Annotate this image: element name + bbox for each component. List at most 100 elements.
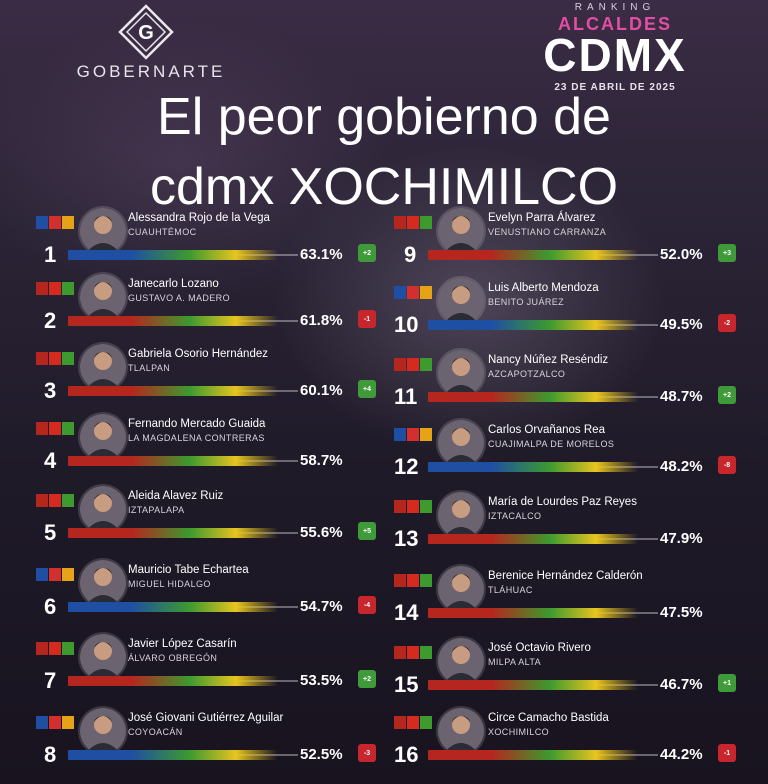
party-logo-icon [420,716,432,729]
borough-name: AZCAPOTZALCO [488,369,566,379]
party-logo-icon [62,216,74,229]
borough-name: CUAJIMALPA DE MORELOS [488,439,615,449]
party-logo-icon [36,422,48,435]
borough-name: MILPA ALTA [488,657,542,667]
candidate-photo [78,558,128,608]
ranking-card: Berenice Hernández Calderón TLÁHUAC 14 47.5… [388,564,738,628]
rank-number: 11 [394,384,418,409]
party-logo-icon [49,216,61,229]
ranking-title: CDMX [543,29,687,81]
borough-name: COYOACÁN [128,727,183,737]
headline-line-1: El peor gobierno de [157,88,611,146]
rank-number: 8 [44,742,57,767]
party-logo-icon [49,568,61,581]
party-logo-icon [62,568,74,581]
party-logo-icon [394,286,406,299]
rank-up-badge: +5 [358,522,376,540]
ranking-card: Circe Camacho Bastida XOCHIMILCO 16 44.2% -1 [388,706,738,770]
candidate-name: José Octavio Rivero [488,642,591,654]
party-logo-icon [420,574,432,587]
candidate-photo [436,706,486,756]
party-logos [36,568,74,581]
party-logos [36,494,74,507]
candidate-photo [78,342,128,392]
candidate-photo [78,412,128,462]
borough-name: MIGUEL HIDALGO [128,579,211,589]
candidate-photo [436,636,486,686]
gobernarte-logo: G GOBERNARTE [56,2,246,82]
party-logos [394,286,432,299]
candidate-name: Carlos Orvañanos Rea [488,424,605,436]
rank-down-badge: -3 [358,744,376,762]
borough-name: ÁLVARO OBREGÓN [128,653,218,663]
candidate-name: José Giovani Gutiérrez Aguilar [128,712,284,724]
score-bar [428,534,638,544]
party-logos [36,716,74,729]
party-logo-icon [420,428,432,441]
party-logo-icon [407,286,419,299]
candidate-photo [436,418,486,468]
approval-percent: 49.5% [660,316,703,333]
party-logos [394,428,432,441]
approval-percent: 63.1% [300,246,343,263]
party-logo-icon [407,358,419,371]
party-logo-icon [407,716,419,729]
candidate-photo [78,484,128,534]
ranking-card: Javier López Casarín ÁLVARO OBREGÓN 7 53.5%… [28,632,378,696]
score-bar [68,316,278,326]
party-logo-icon [394,500,406,513]
ranking-card: María de Lourdes Paz Reyes IZTACALCO 13 47.… [388,490,738,554]
approval-percent: 52.5% [300,746,343,763]
party-logo-icon [420,358,432,371]
rank-number: 14 [394,600,419,625]
rank-up-badge: +3 [718,244,736,262]
borough-name: GUSTAVO A. MADERO [128,293,230,303]
rank-number: 9 [404,242,417,267]
party-logos [394,500,432,513]
rank-number: 3 [44,378,57,403]
score-bar [428,680,638,690]
candidate-name: Circe Camacho Bastida [488,712,609,724]
ranking-card: Evelyn Parra Álvarez VENUSTIANO CARRANZA 9… [388,206,738,270]
party-logo-icon [49,352,61,365]
rank-up-badge: +2 [358,244,376,262]
party-logo-icon [407,428,419,441]
party-logo-icon [420,500,432,513]
candidate-name: Gabriela Osorio Hernández [128,348,268,360]
candidate-photo [78,206,128,256]
candidate-photo [78,272,128,322]
borough-name: BENITO JUÁREZ [488,297,565,307]
party-logo-icon [62,642,74,655]
party-logos [394,716,432,729]
approval-percent: 60.1% [300,382,343,399]
ranking-card: José Octavio Rivero MILPA ALTA 15 46.7% +1 [388,636,738,700]
score-bar [428,250,638,260]
ranking-card: Aleida Alavez Ruiz IZTAPALAPA 5 55.6% +5 [28,484,378,548]
party-logos [36,216,74,229]
party-logo-icon [407,500,419,513]
ranking-card: Luis Alberto Mendoza BENITO JUÁREZ 10 49.5%… [388,276,738,340]
party-logo-icon [36,494,48,507]
party-logo-icon [407,574,419,587]
rank-number: 6 [44,594,57,619]
candidate-name: Alessandra Rojo de la Vega [128,212,270,224]
party-logo-icon [394,216,406,229]
rank-number: 7 [44,668,57,693]
party-logos [394,358,432,371]
approval-percent: 46.7% [660,676,703,693]
headline-overlay: El peor gobierno de cdmx XOCHIMILCO [0,82,768,222]
ranking-header: RANKING ALCALDES CDMX 23 DE ABRIL DE 202… [520,0,720,100]
score-bar [68,602,278,612]
candidate-name: Berenice Hernández Calderón [488,570,643,582]
candidate-name: Aleida Alavez Ruiz [128,490,224,502]
party-logo-icon [62,422,74,435]
borough-name: LA MAGDALENA CONTRERAS [128,433,265,443]
candidate-name: Fernando Mercado Guaida [128,418,266,430]
approval-percent: 44.2% [660,746,703,763]
borough-name: IZTAPALAPA [128,505,185,515]
score-bar [68,528,278,538]
party-logos [36,282,74,295]
party-logo-icon [407,646,419,659]
party-logo-icon [62,716,74,729]
diamond-logo-icon: G [118,4,174,60]
